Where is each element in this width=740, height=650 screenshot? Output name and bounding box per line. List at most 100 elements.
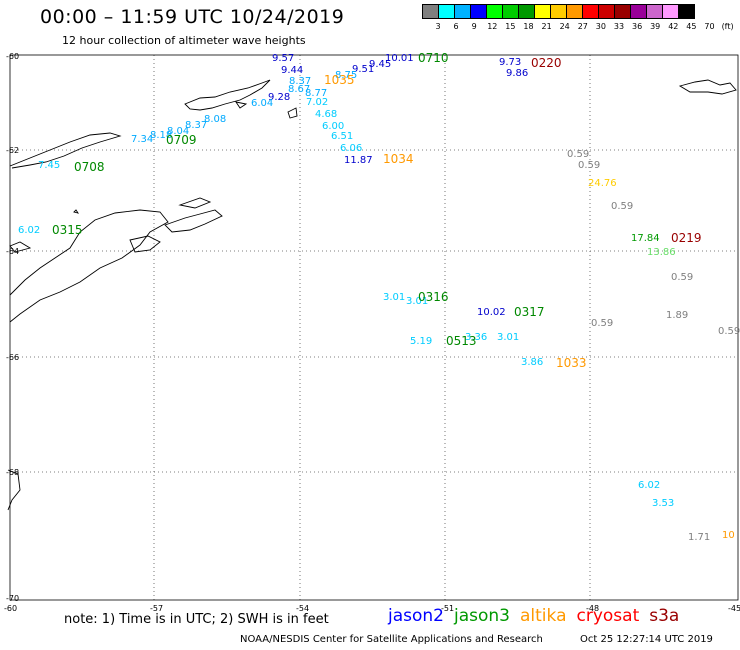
colorbar-tick: 39 — [650, 22, 661, 31]
wave-height-label: 24.76 — [588, 178, 617, 189]
pass-time-label: 1033 — [556, 356, 587, 370]
coastlines — [7, 79, 737, 511]
map-subtitle: 12 hour collection of altimeter wave hei… — [62, 34, 306, 47]
map-frame — [9, 54, 739, 601]
grid-lines — [10, 55, 738, 600]
pass-time-label: 0710 — [418, 51, 449, 65]
credit-text: NOAA/NESDIS Center for Satellite Applica… — [240, 634, 543, 645]
longitude-label: -60 — [4, 604, 18, 613]
legend-entry: cryosat — [576, 606, 640, 626]
wave-height-label: 3.01 — [406, 296, 429, 307]
colorbar-tick: 27 — [577, 22, 588, 31]
colorbar-tick: 9 — [471, 22, 477, 31]
note-text: note: 1) Time is in UTC; 2) SWH is in fe… — [64, 612, 329, 627]
wave-height-label: 1.89 — [666, 310, 689, 321]
colorbar-tick: (ft) — [721, 22, 734, 31]
wave-height-label: 9.45 — [369, 59, 392, 70]
wave-height-label: 1.71 — [688, 532, 711, 543]
colorbar-tick: 70 — [704, 22, 715, 31]
map-title: 00:00 – 11:59 UTC 10/24/2019 — [40, 6, 345, 28]
timestamp-text: Oct 25 12:27:14 UTC 2019 — [580, 634, 713, 645]
wave-height-label: 9.44 — [281, 65, 304, 76]
pass-time-label: 0315 — [52, 223, 83, 237]
colorbar-tick: 6 — [453, 22, 459, 31]
colorbar-tick: 30 — [595, 22, 606, 31]
latitude-label: -66 — [6, 353, 20, 362]
wave-height-label: 8.37 — [185, 120, 208, 131]
wave-height-label: 8.37 — [289, 76, 312, 87]
wave-height-label: 0.59 — [671, 272, 694, 283]
longitude-label: -57 — [150, 604, 164, 613]
wave-height-label: 10.02 — [477, 307, 506, 318]
wave-height-label: 9.86 — [506, 68, 529, 79]
longitude-label: -54 — [296, 604, 310, 613]
colorbar — [422, 4, 695, 19]
wave-height-label: 3.53 — [652, 498, 675, 509]
longitude-label: -45 — [728, 604, 740, 613]
wave-height-label: 8.77 — [305, 88, 328, 99]
wave-height-label: 7.45 — [38, 160, 61, 171]
longitude-label: -48 — [586, 604, 600, 613]
pass-time-label: 0709 — [166, 133, 197, 147]
wave-height-label: 10 — [722, 530, 735, 541]
wave-height-label: 6.51 — [331, 131, 354, 142]
pass-time-label: 0317 — [514, 305, 545, 319]
wave-height-label: 8.67 — [288, 84, 311, 95]
wave-height-label: 3.86 — [521, 357, 544, 368]
wave-height-label: 11.87 — [344, 155, 373, 166]
colorbar-tick: 45 — [686, 22, 697, 31]
latitude-label: -68 — [6, 468, 20, 477]
colorbar-tick: 21 — [541, 22, 552, 31]
colorbar-tick: 15 — [505, 22, 516, 31]
colorbar-tick: 42 — [668, 22, 679, 31]
satellite-legend: jason2 jason3 altika cryosat s3a — [388, 606, 689, 626]
pass-time-label: 0220 — [531, 56, 562, 70]
wave-height-label: 9.73 — [499, 57, 522, 68]
wave-height-label: 3.36 — [465, 332, 488, 343]
colorbar-tick: 3 — [435, 22, 441, 31]
pass-time-label: 0708 — [74, 160, 105, 174]
legend-entry: altika — [520, 606, 567, 626]
wave-height-label: 7.34 — [131, 134, 154, 145]
pass-time-label: 0219 — [671, 231, 702, 245]
wave-height-label: 17.84 — [631, 233, 660, 244]
wave-height-label: 9.51 — [352, 64, 375, 75]
legend-entry: jason3 — [454, 606, 510, 626]
pass-time-label: 0513 — [446, 334, 477, 348]
latitude-label: -64 — [6, 247, 20, 256]
wave-height-label: 0.59 — [718, 326, 740, 337]
legend-entry: s3a — [649, 606, 680, 626]
colorbar-tick: 18 — [523, 22, 534, 31]
wave-height-label: 9.28 — [268, 92, 291, 103]
wave-height-label: 6.04 — [251, 98, 274, 109]
wave-height-label: 6.00 — [322, 121, 345, 132]
colorbar-swatch — [678, 4, 695, 19]
wave-height-label: 0.59 — [578, 160, 601, 171]
colorbar-ticks: 3 6 9 12 15 18 21 24 27 30 33 36 39 42 45 70 (ft) — [422, 22, 740, 32]
longitude-label: -51 — [441, 604, 455, 613]
pass-time-label: 0316 — [418, 290, 449, 304]
latitude-label: -70 — [6, 594, 20, 603]
colorbar-tick: 36 — [632, 22, 643, 31]
wave-height-label: 5.19 — [410, 336, 433, 347]
wave-height-label: 3.01 — [383, 292, 406, 303]
wave-height-label: 0.59 — [611, 201, 634, 212]
colorbar-tick: 33 — [613, 22, 625, 31]
wave-height-label: 7.02 — [306, 97, 329, 108]
colorbar-tick: 12 — [487, 22, 498, 31]
wave-height-label: 8.04 — [167, 126, 190, 137]
wave-height-label: 8.18 — [150, 130, 173, 141]
wave-height-label: 4.68 — [315, 109, 338, 120]
wave-height-label: 6.06 — [340, 143, 363, 154]
wave-height-label: 3.01 — [497, 332, 520, 343]
pass-time-label: 1035 — [324, 73, 355, 87]
wave-height-label: 9.57 — [272, 53, 295, 64]
wave-height-label: 10.01 — [385, 53, 414, 64]
legend-entry: jason2 — [388, 606, 444, 626]
wave-height-label: 8.75 — [335, 70, 358, 81]
latitude-label: -60 — [6, 52, 20, 61]
wave-height-label: 6.02 — [638, 480, 661, 491]
latitude-label: -62 — [6, 146, 20, 155]
wave-height-label: 6.02 — [18, 225, 41, 236]
